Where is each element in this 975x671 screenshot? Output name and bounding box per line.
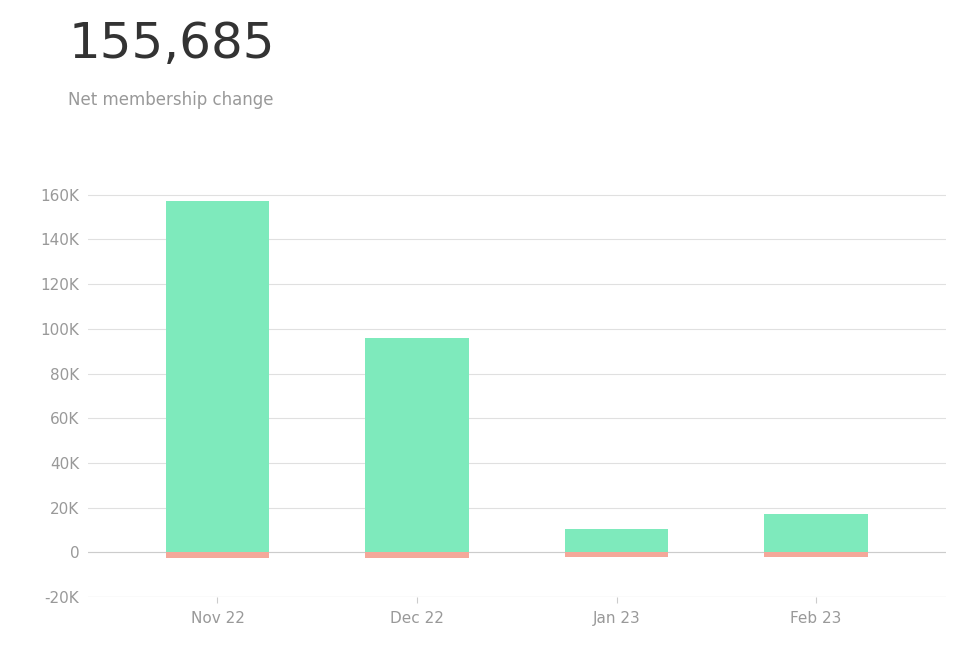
Bar bbox=[365, 338, 469, 552]
Text: 155,685: 155,685 bbox=[68, 20, 275, 68]
Bar bbox=[764, 552, 868, 557]
Bar bbox=[764, 515, 868, 552]
Text: Net membership change: Net membership change bbox=[68, 91, 274, 109]
Bar bbox=[166, 201, 269, 552]
Bar bbox=[565, 552, 669, 557]
Bar bbox=[166, 552, 269, 558]
Bar bbox=[365, 552, 469, 558]
Bar bbox=[565, 529, 669, 552]
